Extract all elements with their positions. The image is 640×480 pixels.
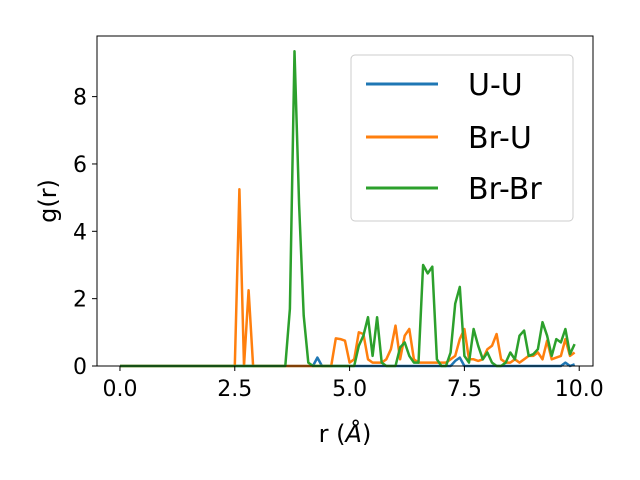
legend-label-2: Br-U: [468, 121, 532, 156]
y-tick-label: 6: [73, 153, 87, 178]
x-axis-label: r (Å): [319, 419, 372, 448]
y-tick-label: 2: [73, 288, 87, 313]
x-tick-label: 7.5: [447, 377, 482, 402]
y-axis-label: g(r): [34, 179, 62, 223]
y-tick-label: 8: [73, 86, 87, 111]
plot-frame: [96, 35, 594, 367]
legend: U-U Br-U Br-Br: [350, 54, 574, 222]
x-axis: 0.0 2.5 5.0 7.5 10.0: [102, 366, 604, 402]
legend-box: [350, 54, 574, 222]
legend-label-1: U-U: [468, 68, 523, 103]
x-tick-label: 5.0: [332, 377, 367, 402]
x-tick-label: 0.0: [102, 377, 137, 402]
legend-label-3: Br-Br: [468, 172, 542, 207]
y-axis: 0 2 4 6 8: [73, 86, 97, 380]
series-line-1: [120, 356, 576, 368]
x-tick-label: 10.0: [555, 377, 604, 402]
y-tick-label: 4: [73, 220, 87, 245]
y-tick-label: 0: [73, 355, 87, 380]
x-tick-label: 2.5: [217, 377, 252, 402]
